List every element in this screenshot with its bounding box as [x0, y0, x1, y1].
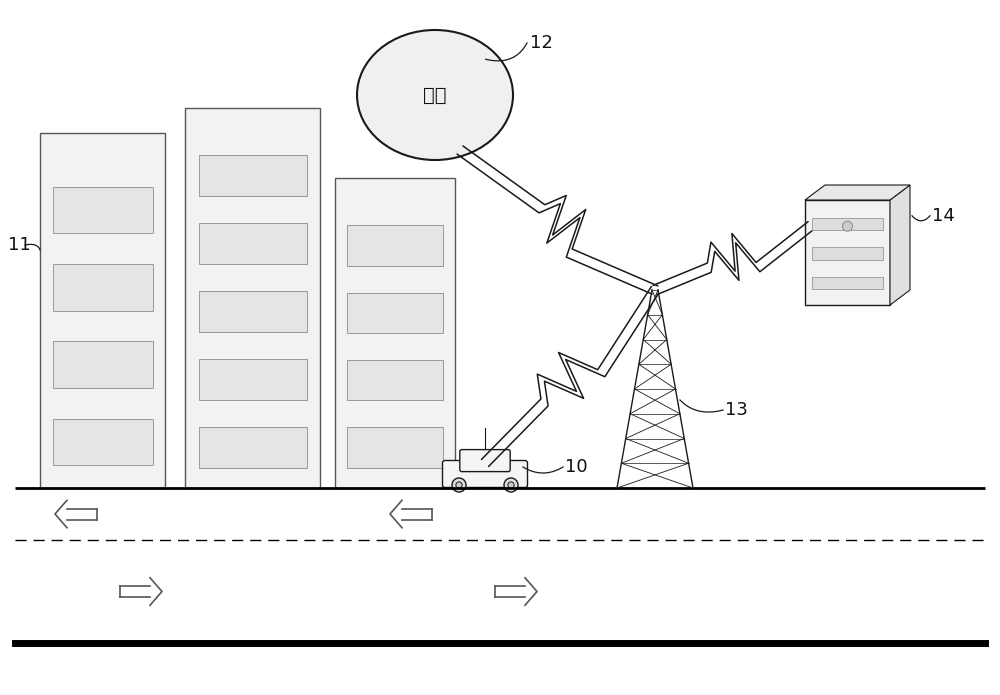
Bar	[185, 108, 320, 488]
FancyBboxPatch shape	[460, 450, 510, 472]
Bar	[199, 156, 307, 196]
Circle shape	[452, 478, 466, 492]
Bar	[199, 359, 307, 400]
Text: 11: 11	[8, 236, 31, 254]
Circle shape	[456, 482, 462, 488]
Bar	[53, 418, 153, 465]
Bar	[53, 341, 153, 388]
Bar	[347, 293, 443, 333]
Bar	[805, 200, 890, 305]
FancyBboxPatch shape	[442, 461, 527, 487]
Bar	[347, 427, 443, 468]
Bar	[812, 247, 883, 260]
Circle shape	[843, 221, 853, 231]
Bar	[335, 178, 455, 488]
Bar	[199, 223, 307, 264]
Bar	[347, 360, 443, 400]
Text: 卫星: 卫星	[423, 85, 447, 104]
Text: 14: 14	[932, 206, 955, 224]
Bar	[812, 277, 883, 289]
Bar	[53, 264, 153, 311]
Circle shape	[508, 482, 514, 488]
Bar	[53, 187, 153, 234]
Text: 13: 13	[725, 401, 748, 419]
Bar	[812, 218, 883, 231]
Bar	[199, 291, 307, 332]
Circle shape	[504, 478, 518, 492]
Text: 12: 12	[530, 34, 553, 52]
Ellipse shape	[357, 30, 513, 160]
Bar	[199, 427, 307, 468]
Bar	[347, 225, 443, 265]
Text: 10: 10	[565, 458, 588, 476]
Polygon shape	[805, 185, 910, 200]
Bar	[40, 133, 165, 488]
Polygon shape	[890, 185, 910, 305]
